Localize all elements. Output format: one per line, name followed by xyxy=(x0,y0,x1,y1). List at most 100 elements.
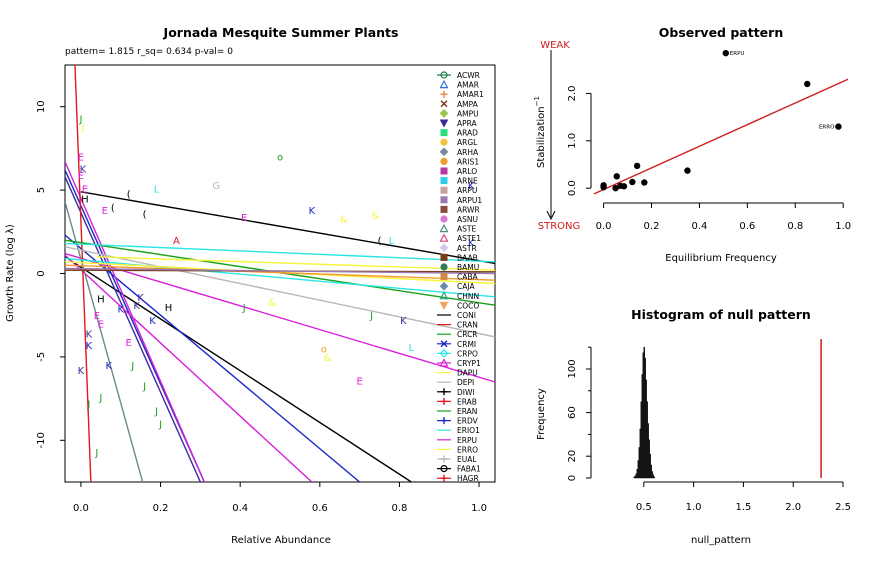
observed-point xyxy=(613,173,620,180)
fit-line xyxy=(65,176,202,482)
legend-marker xyxy=(440,340,448,348)
x-tick-label: 1.0 xyxy=(471,503,487,514)
legend-marker xyxy=(439,301,449,310)
legend-entry: CRYP1 xyxy=(437,358,481,368)
legend-label: CAJA xyxy=(457,282,475,291)
data-point: o xyxy=(277,153,283,164)
data-point: J xyxy=(242,303,246,314)
legend-label: DAPU xyxy=(457,369,478,378)
data-point: E xyxy=(82,184,88,195)
fit-line xyxy=(65,256,412,482)
legend-label: AMPA xyxy=(457,100,479,109)
legend-marker xyxy=(439,147,449,157)
data-point: o xyxy=(321,345,327,356)
legend-entry: ERAN xyxy=(437,407,477,416)
legend-entry: AMAR xyxy=(439,79,479,90)
observed-point xyxy=(684,167,691,174)
observed-fit-line xyxy=(593,78,849,195)
legend-entry: DIWI xyxy=(437,388,475,397)
observed-axes: 0.0 0.2 0.4 0.6 0.8 1.0 0.0 1.0 2.0 xyxy=(567,85,851,232)
legend-marker xyxy=(440,455,448,463)
data-point: ( xyxy=(143,209,147,220)
legend-marker xyxy=(439,223,449,233)
observed-regression-line xyxy=(593,78,849,195)
legend-label: ARLO xyxy=(457,167,477,176)
legend-label: ASNU xyxy=(457,215,478,224)
data-point: K xyxy=(133,301,140,312)
legend-marker xyxy=(440,397,448,405)
legend-entry: EUAL xyxy=(437,455,477,464)
main-y-axis: -10 -5 0 5 10 xyxy=(36,100,65,448)
legend-entry: ARNE xyxy=(440,177,478,186)
legend-label: EUAL xyxy=(457,455,477,464)
observed-y-tick-label: 0.0 xyxy=(567,180,578,196)
strong-label: STRONG xyxy=(538,221,581,232)
data-point: K xyxy=(106,361,113,372)
data-point: ( xyxy=(127,189,131,200)
main-legend: ACWRAMARAMAR1AMPAAMPUAPRAARADARGLARHAARI… xyxy=(437,71,484,483)
observed-point-label: ERPU xyxy=(730,51,745,57)
main-title: Jornada Mesquite Summer Plants xyxy=(163,25,399,40)
fit-line xyxy=(65,267,495,275)
observed-y-tick-label: 1.0 xyxy=(567,133,578,149)
data-point: K xyxy=(468,181,475,192)
fit-line xyxy=(80,191,495,265)
legend-marker xyxy=(440,263,448,271)
strength-arrow-head xyxy=(546,210,556,221)
legend-entry: ERDV xyxy=(437,417,479,426)
legend-marker xyxy=(440,474,448,482)
data-point: E xyxy=(78,171,84,182)
legend-entry: AMPU xyxy=(439,109,479,118)
fit-line xyxy=(65,252,495,383)
histogram-y-tick-label: 60 xyxy=(567,406,578,419)
histogram-x-label: null_pattern xyxy=(691,535,751,546)
legend-marker xyxy=(439,109,449,118)
legend-entry: ARPU1 xyxy=(440,196,482,205)
main-x-label: Relative Abundance xyxy=(231,535,331,546)
legend-entry: CHNN xyxy=(439,291,479,301)
data-point: H xyxy=(97,295,105,306)
data-point: ( xyxy=(378,236,382,247)
histogram-bar xyxy=(652,474,654,479)
legend-label: ERIO1 xyxy=(457,426,480,435)
histogram-title: Histogram of null pattern xyxy=(631,307,811,322)
y-tick-label: 5 xyxy=(36,187,47,193)
legend-marker xyxy=(440,186,448,194)
legend-label: ASTE xyxy=(457,225,476,234)
legend-entry: CRAN xyxy=(437,321,478,330)
data-point: K xyxy=(117,305,124,316)
legend-marker xyxy=(439,119,449,128)
observed-point xyxy=(835,123,842,130)
legend-entry: AMPA xyxy=(440,100,479,109)
fit-line xyxy=(65,264,495,281)
legend-marker xyxy=(440,215,448,223)
legend-label: ARAD xyxy=(457,129,478,138)
observed-x-tick-label: 0.0 xyxy=(596,221,612,232)
observed-x-tick-label: 0.8 xyxy=(787,221,803,232)
legend-label: CRYP1 xyxy=(457,359,481,368)
y-tick-label: -5 xyxy=(36,352,47,362)
legend-label: HAGR xyxy=(457,474,479,483)
fit-line xyxy=(65,246,495,338)
data-point: J xyxy=(142,381,146,392)
x-tick-label: 0.2 xyxy=(153,503,169,514)
histogram-y-tick-label: 100 xyxy=(567,359,578,378)
legend-label: ASTR xyxy=(457,244,477,253)
legend-entry: CABA xyxy=(440,273,479,282)
x-tick-label: 0.8 xyxy=(391,503,407,514)
legend-entry: ERAB xyxy=(437,397,477,406)
legend-marker xyxy=(440,177,448,185)
data-point: G xyxy=(212,181,220,192)
legend-entry: BAMU xyxy=(440,263,479,272)
fit-line xyxy=(65,161,205,482)
legend-label: CRPO xyxy=(457,349,478,358)
legend-entry: AMAR1 xyxy=(440,90,484,99)
legend-marker xyxy=(440,138,448,146)
legend-marker xyxy=(440,100,448,108)
fit-line xyxy=(65,242,495,263)
legend-label: ARNE xyxy=(457,177,478,186)
legend-label: BAAB xyxy=(457,253,478,262)
observed-chart: Observed pattern 0.0 0.2 0.4 0.6 0.8 1.0 0.0 1.… xyxy=(533,25,851,264)
y-tick-label: 10 xyxy=(36,100,47,113)
